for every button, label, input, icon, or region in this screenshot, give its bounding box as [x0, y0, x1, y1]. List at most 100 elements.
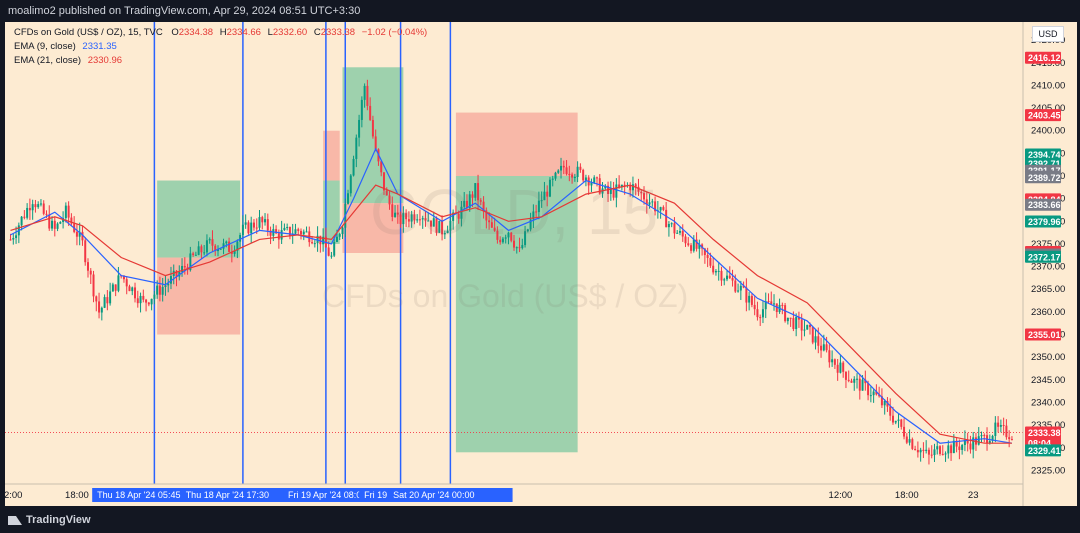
candle-body: [554, 172, 557, 179]
legend-ema21-row[interactable]: EMA (21, close) 2330.96: [14, 54, 427, 68]
watermark-name: CFDs on Gold (US$ / OZ): [322, 278, 689, 314]
currency-button[interactable]: USD: [1032, 26, 1064, 42]
candle-body: [145, 299, 148, 303]
candle-body: [759, 317, 762, 319]
candle-body: [808, 324, 811, 328]
candle-body: [275, 229, 278, 234]
chart-svg[interactable]: 2325.002330.002335.002340.002345.002350.…: [5, 22, 1077, 506]
candle-body: [820, 345, 823, 351]
candle-body: [305, 231, 308, 233]
candle-body: [266, 219, 269, 231]
candle-body: [891, 415, 894, 423]
candle-body: [875, 391, 878, 395]
legend-h-label: H: [219, 27, 227, 38]
candle-body: [571, 174, 574, 178]
candle-body: [643, 193, 646, 200]
candle-body: [241, 224, 244, 235]
candle-body: [515, 247, 518, 249]
legend-ema9-row[interactable]: EMA (9, close) 2331.35: [14, 40, 427, 54]
candle-body: [822, 344, 825, 351]
candle-body: [560, 165, 563, 171]
candle-body: [797, 317, 800, 320]
candle-body: [997, 422, 1000, 427]
candle-body: [374, 136, 377, 150]
candle-body: [250, 222, 253, 234]
candle-body: [424, 218, 427, 221]
candle-body: [537, 200, 540, 213]
candle-body: [795, 317, 798, 330]
candle-body: [676, 232, 679, 234]
y-tick-label: 2325.00: [1031, 465, 1065, 476]
candle-body: [98, 301, 101, 313]
candle-body: [894, 420, 897, 423]
candle-body: [836, 364, 839, 373]
candle-body: [330, 255, 333, 257]
tradingview-logo[interactable]: TradingView: [8, 514, 91, 526]
candle-body: [792, 318, 795, 330]
candle-body: [311, 242, 314, 244]
ema9-line: [10, 147, 1012, 444]
candle-body: [479, 200, 482, 202]
candle-body: [980, 435, 983, 437]
legend-ema9-value: 2331.35: [82, 41, 117, 52]
candle-body: [205, 240, 208, 253]
candle-body: [31, 204, 34, 211]
candle-body: [698, 244, 701, 249]
candle-body: [847, 379, 850, 381]
candle-body: [734, 280, 737, 292]
candle-body: [579, 166, 582, 170]
price-label-box-12: [1025, 250, 1061, 263]
candle-body: [869, 395, 872, 397]
candle-body: [288, 226, 291, 236]
price-label-box-6: [1025, 171, 1061, 184]
candle-body: [391, 204, 394, 217]
candle-body: [465, 200, 468, 208]
candle-body: [687, 243, 690, 246]
candle-body: [128, 286, 131, 292]
candle-body: [230, 251, 233, 254]
chart-pane[interactable]: 2325.002330.002335.002340.002345.002350.…: [5, 22, 1077, 506]
candle-body: [864, 379, 867, 384]
candle-body: [413, 214, 416, 221]
legend-c-label: C: [313, 27, 321, 38]
candle-body: [651, 201, 654, 203]
candle-body: [167, 283, 170, 286]
price-label-0: 2416.12: [1028, 53, 1061, 63]
candle-body: [399, 214, 402, 225]
candle-body: [1002, 424, 1005, 426]
candle-body: [535, 211, 538, 213]
candle-body: [988, 440, 991, 444]
candle-body: [817, 336, 820, 346]
legend-h-value: 2334.66: [226, 27, 261, 38]
legend-l-value: 2332.60: [272, 27, 308, 38]
candle-body: [742, 285, 745, 288]
candle-body: [39, 203, 42, 205]
x-tick-label: 18:00: [895, 490, 919, 501]
candle-body: [313, 243, 316, 245]
candle-body: [335, 236, 338, 242]
candle-body: [513, 240, 515, 248]
candle-body: [463, 200, 466, 207]
candle-body: [181, 265, 184, 272]
candle-body: [34, 204, 37, 208]
candle-body: [720, 270, 723, 281]
candle-body: [369, 105, 372, 120]
candle-body: [568, 173, 571, 175]
price-label-12: 2372.17: [1028, 252, 1061, 262]
candle-body: [84, 240, 87, 263]
candle-body: [277, 233, 280, 240]
candle-body: [590, 182, 593, 186]
candle-body: [441, 220, 444, 235]
candle-body: [169, 276, 172, 284]
candle-body: [654, 201, 657, 212]
candle-body: [493, 227, 496, 231]
candle-body: [81, 231, 84, 241]
position-0-loss-zone: [157, 257, 241, 335]
candle-body: [457, 213, 460, 219]
candle-body: [1005, 425, 1008, 438]
x-tick-label: 23: [968, 490, 979, 501]
candle-body: [947, 445, 950, 454]
candle-body: [919, 449, 922, 453]
candle-body: [576, 166, 579, 177]
candle-body: [200, 246, 203, 253]
